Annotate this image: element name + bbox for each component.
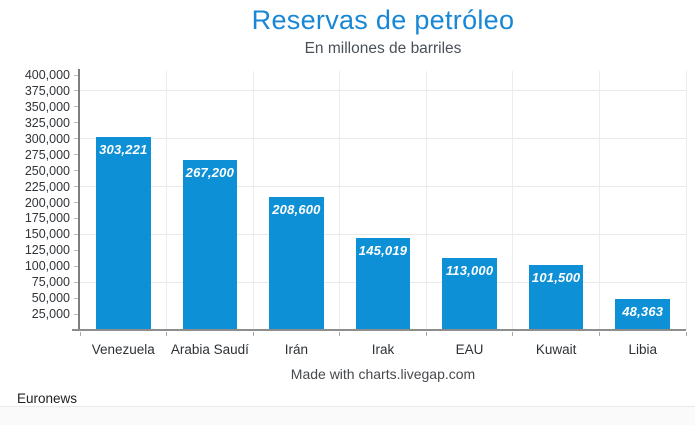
bar-value-label: 267,200 [185, 164, 235, 180]
x-axis-tick [252, 332, 254, 336]
vertical-gridline [685, 71, 687, 330]
y-axis-tick-label: 400,000 [24, 68, 70, 82]
bar: 48,363 [615, 299, 670, 330]
y-axis-tick [74, 233, 80, 235]
plot-area: 400,000 375,000 350,000 325,000 300,000 275,0… [25, 68, 687, 357]
y-axis-tick [74, 122, 80, 124]
y-axis-tick [74, 297, 80, 299]
bar: 208,600 [269, 197, 324, 330]
x-axis-tick [512, 332, 514, 336]
chart-credit: Made with charts.livegap.com [290, 366, 476, 382]
bar-value-label: 145,019 [358, 242, 408, 258]
y-axis-tick [74, 281, 80, 283]
bar: 101,500 [528, 265, 584, 330]
chart-subtitle: En millones de barriles [304, 40, 462, 57]
y-axis-tick [74, 106, 80, 108]
y-axis-tick-label: 150,000 [24, 227, 70, 242]
x-axis-tick [685, 332, 687, 336]
bar-value-label: 208,600 [272, 202, 321, 218]
horizontal-gridline [80, 138, 686, 140]
bar: 113,000 [442, 257, 497, 330]
vertical-gridline [339, 71, 341, 330]
y-axis-tick [74, 186, 80, 188]
category-label: EAU [455, 342, 484, 357]
chart-title: Reservas de petróleo [251, 5, 515, 35]
x-axis-tick [339, 332, 341, 336]
bar-value-label: 48,363 [622, 304, 664, 320]
y-axis-tick [74, 74, 80, 76]
y-axis-tick-label: 175,000 [24, 211, 70, 226]
y-axis-tick [74, 202, 80, 203]
y-axis-tick [74, 138, 80, 140]
bar: 267,200 [182, 159, 238, 330]
horizontal-gridline [80, 233, 686, 235]
x-axis-tick [598, 332, 600, 336]
y-axis-tick [74, 154, 80, 156]
vertical-gridline [425, 71, 427, 330]
category-label: Venezuela [91, 342, 155, 357]
y-axis-tick-label: 300,000 [24, 131, 70, 146]
bar: 303,221 [96, 136, 151, 330]
x-axis-tick [79, 332, 81, 336]
y-axis-tick-label: 125,000 [24, 243, 70, 258]
vertical-gridline [598, 71, 600, 330]
y-axis-tick [74, 170, 80, 172]
y-axis-tick-label: 225,000 [24, 179, 70, 194]
y-axis-tick-label: 75,000 [31, 275, 70, 290]
y-axis-tick-label: 325,000 [24, 115, 70, 130]
y-axis-tick [74, 265, 80, 267]
y-axis-tick-label: 275,000 [24, 147, 70, 162]
category-label: Kuwait [535, 342, 577, 357]
category-label: Libia [628, 342, 657, 357]
vertical-gridline [512, 71, 514, 330]
bar: 145,019 [355, 237, 411, 330]
y-axis-tick-label: 25,000 [31, 307, 70, 322]
x-axis-line [72, 329, 686, 331]
y-axis-tick [74, 313, 80, 315]
category-label: Irak [371, 342, 395, 357]
category-label: Arabia Saudí [170, 342, 249, 357]
y-axis-line [78, 69, 80, 331]
y-axis-tick [74, 249, 80, 251]
bar-value-label: 303,221 [99, 141, 148, 157]
y-axis-tick-label: 100,000 [24, 259, 70, 274]
y-axis-tick-label: 200,000 [24, 195, 70, 210]
horizontal-gridline [80, 186, 686, 188]
y-axis-tick [74, 217, 80, 219]
y-axis-tick-label: 350,000 [24, 99, 70, 114]
y-axis-tick-label: 250,000 [24, 163, 70, 178]
y-axis-tick-label: 375,000 [24, 83, 70, 98]
y-axis-tick [74, 90, 80, 92]
bottom-strip [0, 406, 695, 425]
horizontal-gridline [80, 90, 686, 92]
bar-value-label: 101,500 [531, 270, 581, 286]
source-attribution: Euronews [17, 391, 78, 406]
y-axis-tick-label: 50,000 [31, 291, 70, 306]
bar-value-label: 113,000 [445, 262, 494, 278]
x-axis-tick [425, 332, 427, 336]
x-axis-tick [166, 332, 168, 336]
category-label: Irán [284, 342, 309, 357]
vertical-gridline [166, 71, 168, 330]
vertical-gridline [252, 71, 254, 330]
